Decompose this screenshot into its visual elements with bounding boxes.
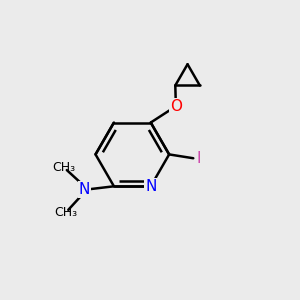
Text: CH₃: CH₃ <box>54 206 77 219</box>
Text: O: O <box>170 99 182 114</box>
Text: N: N <box>145 179 156 194</box>
Text: I: I <box>196 151 201 166</box>
Text: CH₃: CH₃ <box>52 161 75 174</box>
Text: N: N <box>79 182 90 197</box>
